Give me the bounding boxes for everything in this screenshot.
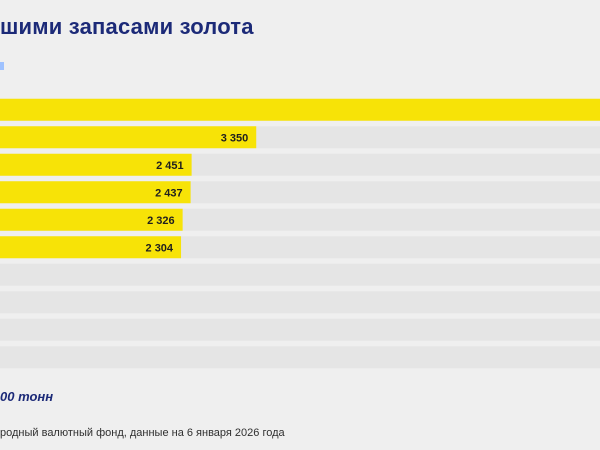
bar	[0, 181, 191, 204]
bar-value-label: 2 437	[155, 187, 183, 199]
bar	[0, 98, 600, 121]
subtitle-marker	[0, 62, 4, 70]
chart-title: шими запасами золота	[0, 14, 254, 39]
bar-value-label: 2 304	[146, 242, 174, 254]
bar	[0, 236, 182, 259]
bar	[0, 208, 183, 231]
bar-value-label: 2 451	[156, 160, 184, 172]
unit-note: 00 тонн	[0, 389, 54, 404]
bar-chart: 3 350 2 451 2 437 2 326 2 304	[0, 98, 600, 369]
source-note: родный валютный фонд, данные на 6 января…	[0, 427, 285, 439]
bar-track	[0, 291, 600, 314]
bar	[0, 126, 257, 149]
bar-track	[0, 346, 600, 369]
bar-track	[0, 263, 600, 286]
bar-track	[0, 318, 600, 341]
bar-value-label: 2 326	[147, 215, 175, 227]
bar	[0, 153, 192, 176]
bar-value-label: 3 350	[221, 132, 249, 144]
